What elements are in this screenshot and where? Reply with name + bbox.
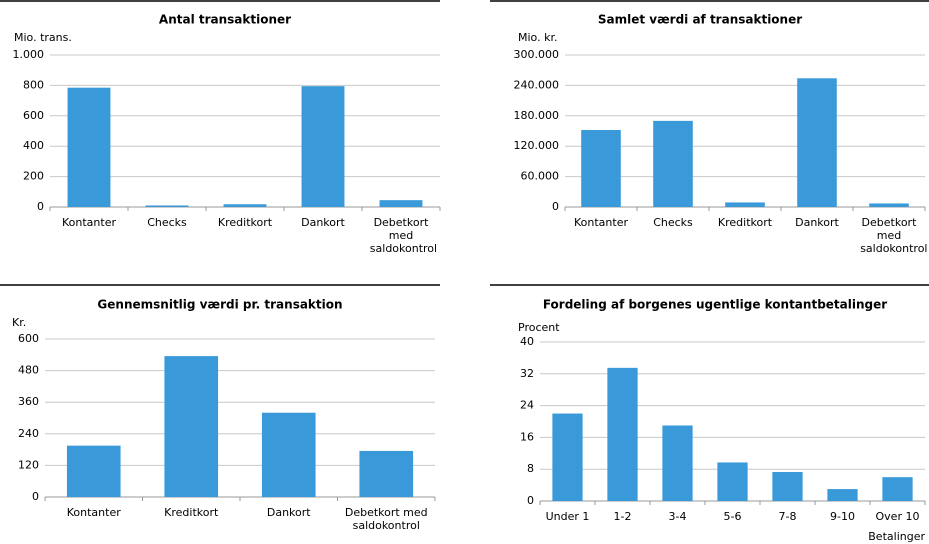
- y-tick-label: 120.000: [514, 139, 560, 152]
- x-tick-label: Kontanter: [66, 506, 121, 519]
- bar: [717, 462, 748, 501]
- y-tick-label: 0: [32, 490, 39, 503]
- x-tick-label: Under 1: [545, 510, 590, 523]
- y-tick-label: 32: [520, 367, 534, 380]
- y-tick-label: 240: [18, 427, 39, 440]
- bar: [581, 129, 621, 207]
- y-tick-label: 300.000: [514, 48, 560, 61]
- y-tick-label: 240.000: [514, 78, 560, 91]
- bar: [67, 87, 111, 207]
- y-tick-label: 40: [520, 335, 534, 348]
- y-tick-label: 600: [18, 332, 39, 345]
- x-tick-label: Over 10: [875, 510, 920, 523]
- bar: [379, 200, 423, 207]
- x-tick-label: 9-10: [830, 510, 855, 523]
- y-axis-label: Mio. kr.: [518, 31, 557, 44]
- x-tick-label: Debetkort med saldokontrol: [369, 216, 438, 255]
- y-axis-label: Kr.: [12, 316, 26, 329]
- y-axis-label: Mio. trans.: [14, 31, 72, 44]
- x-tick-label: 3-4: [668, 510, 687, 523]
- y-tick-label: 0: [527, 494, 534, 507]
- x-tick-label: Kreditkort: [217, 216, 273, 229]
- y-tick-label: 16: [520, 430, 534, 443]
- chart-title: Antal transaktioner: [159, 13, 291, 27]
- chart-title: Gennemsnitlig værdi pr. transaktion: [97, 298, 342, 312]
- bar: [797, 78, 837, 207]
- y-axis-label: Procent: [518, 321, 560, 334]
- x-tick-label: Kontanter: [573, 216, 628, 229]
- bar: [607, 367, 638, 501]
- bar: [662, 425, 693, 501]
- bar: [552, 413, 583, 501]
- x-tick-label: Dankort: [795, 216, 839, 229]
- bar: [653, 120, 693, 207]
- y-tick-label: 400: [23, 139, 44, 152]
- x-tick-label: Checks: [147, 216, 187, 229]
- x-tick-label: 1-2: [613, 510, 632, 523]
- x-tick-label: 7-8: [778, 510, 797, 523]
- y-tick-label: 600: [23, 109, 44, 122]
- y-tick-label: 120: [18, 458, 39, 471]
- bar: [869, 203, 909, 207]
- bar: [145, 205, 189, 207]
- y-tick-label: 0: [37, 200, 44, 213]
- y-tick-label: 800: [23, 78, 44, 91]
- x-tick-label: Debetkort med saldokontrol: [344, 506, 428, 532]
- bar: [725, 202, 765, 207]
- y-tick-label: 200: [23, 170, 44, 183]
- x-tick-label: Kreditkort: [717, 216, 773, 229]
- y-tick-label: 24: [520, 399, 534, 412]
- bar: [359, 450, 414, 497]
- x-tick-label: Dankort: [266, 506, 311, 519]
- x-tick-label: Kreditkort: [164, 506, 219, 519]
- y-tick-label: 360: [18, 395, 39, 408]
- bar: [261, 412, 316, 497]
- bar: [66, 445, 121, 497]
- bar: [772, 471, 803, 501]
- y-tick-label: 1.000: [13, 48, 45, 61]
- y-tick-label: 0: [552, 200, 559, 213]
- y-tick-label: 60.000: [521, 170, 560, 183]
- bar: [301, 86, 345, 207]
- x-tick-label: Kontanter: [61, 216, 116, 229]
- x-tick-label: 5-6: [723, 510, 742, 523]
- bar: [164, 356, 219, 497]
- y-tick-label: 180.000: [514, 109, 560, 122]
- bar: [827, 489, 858, 501]
- x-axis-label: Betalinger: [868, 530, 925, 543]
- chart-title: Samlet værdi af transaktioner: [598, 13, 802, 27]
- x-tick-label: Debetkort med saldokontrol: [860, 216, 928, 255]
- bar: [882, 477, 913, 501]
- bar: [223, 204, 267, 207]
- x-tick-label: Dankort: [301, 216, 345, 229]
- x-tick-label: Checks: [653, 216, 693, 229]
- chart-title: Fordeling af borgenes ugentlige kontantb…: [543, 298, 887, 312]
- y-tick-label: 8: [527, 462, 534, 475]
- y-tick-label: 480: [18, 364, 39, 377]
